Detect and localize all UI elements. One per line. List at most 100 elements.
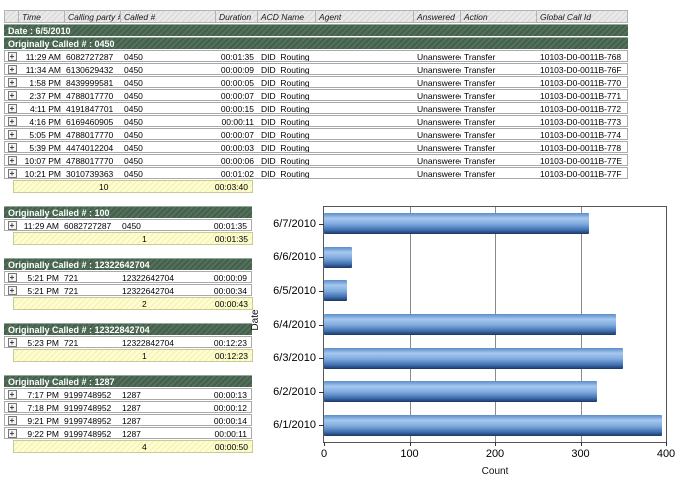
date-group-header: Date : 6/5/2010 (4, 24, 628, 36)
acd-name-cell: DID_Routing (261, 156, 310, 165)
bar-6-1-2010 (324, 414, 662, 436)
answered-cell: Unanswered (417, 143, 461, 152)
expander-cell: + (5, 142, 19, 152)
summary-call-count: 10 (99, 182, 109, 192)
expand-icon[interactable]: + (7, 221, 17, 230)
global-call-id-cell: 10103-D0-0011B-77F (540, 169, 622, 178)
group-header-label: Originally Called # : 1287 (8, 377, 115, 387)
call-group-section: Originally Called # : 12322842704 +5:23 P… (4, 323, 253, 362)
x-axis-tick-label: 0 (320, 448, 328, 460)
expand-icon[interactable]: + (7, 52, 17, 61)
action-cell: Transfer (464, 156, 496, 165)
global-call-id-cell: 10103-D0-0011B-774 (540, 130, 622, 139)
expand-icon[interactable]: + (7, 91, 17, 100)
x-axis-tick (495, 442, 496, 446)
expand-icon[interactable]: + (7, 429, 17, 438)
chart-bar-row: 6/1/2010 (273, 408, 666, 442)
answered-cell: Unanswered (417, 78, 461, 87)
duration-cell: 00:00:06 (220, 156, 254, 165)
expand-icon[interactable]: + (7, 286, 17, 295)
calling-party-cell: 9199748952 (64, 390, 112, 399)
called-number-cell: 0450 (124, 104, 143, 113)
chart-bar-row: 6/6/2010 (273, 241, 666, 275)
duration-cell: 00:00:11 (221, 117, 254, 126)
duration-cell: 00:00:03 (220, 143, 254, 152)
expand-icon[interactable]: + (7, 65, 17, 74)
expander-cell: + (5, 103, 19, 113)
called-number-cell: 12322842704 (122, 338, 175, 347)
expand-icon[interactable]: + (7, 403, 17, 412)
expand-icon[interactable]: + (7, 273, 17, 282)
expand-icon[interactable]: + (7, 117, 17, 126)
summary-call-count: 4 (142, 442, 147, 452)
called-number-cell: 12322642704 (122, 286, 175, 295)
table-header-row: Time Calling party # Called # Duration ACD N… (4, 10, 628, 23)
bar-6-2-2010 (324, 381, 597, 403)
bar-6-3-2010 (324, 347, 624, 369)
y-axis-tick-label: 6/2/2010 (273, 385, 316, 398)
calling-party-cell: 9199748952 (64, 403, 112, 412)
bar-6-4-2010 (324, 314, 617, 336)
action-cell: Transfer (464, 143, 496, 152)
acd-name-cell: DID_Routing (261, 91, 310, 100)
bar-6-6-2010 (324, 246, 353, 268)
table-row: +10:07 PM 4788017770 0450 00:00:06 DID_Routi… (4, 154, 628, 166)
called-number-cell: 12322642704 (122, 273, 175, 282)
y-axis-tick (319, 223, 324, 225)
expander-cell: + (5, 51, 19, 61)
chart-bar-row: 6/5/2010 (273, 274, 666, 308)
expand-icon[interactable]: + (7, 169, 17, 178)
x-axis-tick (409, 442, 411, 446)
column-header-calling-party-: Calling party # (65, 10, 121, 23)
summary-call-count: 1 (142, 351, 147, 361)
answered-cell: Unanswered (417, 104, 461, 113)
calling-party-cell: 6082727287 (66, 52, 114, 61)
table-row: +11:29 AM 6082727287 0450 00:01:35 DID_Routi… (4, 50, 628, 62)
expander-column-header (5, 10, 19, 23)
acd-name-cell: DID_Routing (261, 65, 310, 74)
time-cell: 11:29 AM (23, 221, 59, 230)
group-header-label: Originally Called # : 12322842704 (8, 325, 150, 335)
group-header-label: Originally Called # : 100 (8, 208, 110, 218)
chart-bar-row: 6/4/2010 (273, 308, 666, 342)
duration-cell: 00:00:34 (213, 286, 247, 295)
table-row: +5:39 PM 4474012204 0450 00:00:03 DID_Routin… (4, 141, 628, 153)
chart-bar-row: 6/2/2010 (273, 375, 666, 409)
time-cell: 4:11 PM (29, 104, 61, 113)
acd-name-cell: DID_Routing (261, 78, 310, 87)
expand-icon[interactable]: + (7, 130, 17, 139)
calling-party-cell: 721 (64, 286, 79, 295)
expander-cell: + (5, 402, 19, 412)
group-header: Originally Called # : 1287 (4, 375, 252, 387)
originally-called-group-header: Originally Called # : 0450 (4, 37, 628, 49)
expand-icon[interactable]: + (7, 78, 17, 87)
action-cell: Transfer (464, 130, 496, 139)
expand-icon[interactable]: + (7, 338, 17, 347)
column-header-duration: Duration (216, 10, 258, 23)
duration-cell: 00:01:02 (220, 169, 254, 178)
y-axis-tick (319, 324, 324, 326)
expander-cell: + (5, 90, 19, 100)
column-header-time: Time (19, 10, 65, 23)
x-axis-tick-label: 100 (400, 448, 419, 460)
expander-cell: + (5, 415, 19, 425)
call-group-section: Originally Called # : 1287 +7:17 PM 919974… (4, 375, 253, 453)
expander-cell: + (5, 272, 19, 282)
time-cell: 5:05 PM (29, 130, 61, 139)
time-cell: 1:58 PM (29, 78, 61, 87)
date-group-label: Date : 6/5/2010 (8, 26, 71, 36)
agent-cell (316, 103, 414, 113)
y-axis-tick-label: 6/1/2010 (273, 419, 316, 432)
expand-icon[interactable]: + (7, 416, 17, 425)
column-header-global-call-id: Global Call Id (537, 10, 628, 23)
chart-y-axis-title: Date (250, 309, 261, 331)
expand-icon[interactable]: + (7, 156, 17, 165)
y-axis-tick (319, 290, 324, 292)
expand-icon[interactable]: + (7, 390, 17, 399)
expander-cell: + (5, 129, 19, 139)
expand-icon[interactable]: + (7, 104, 17, 113)
column-header-acd-name: ACD Name (258, 10, 316, 23)
group-summary-row: 10 00:03:40 (13, 180, 253, 193)
duration-cell: 00:00:11 (214, 429, 247, 438)
expand-icon[interactable]: + (7, 143, 17, 152)
